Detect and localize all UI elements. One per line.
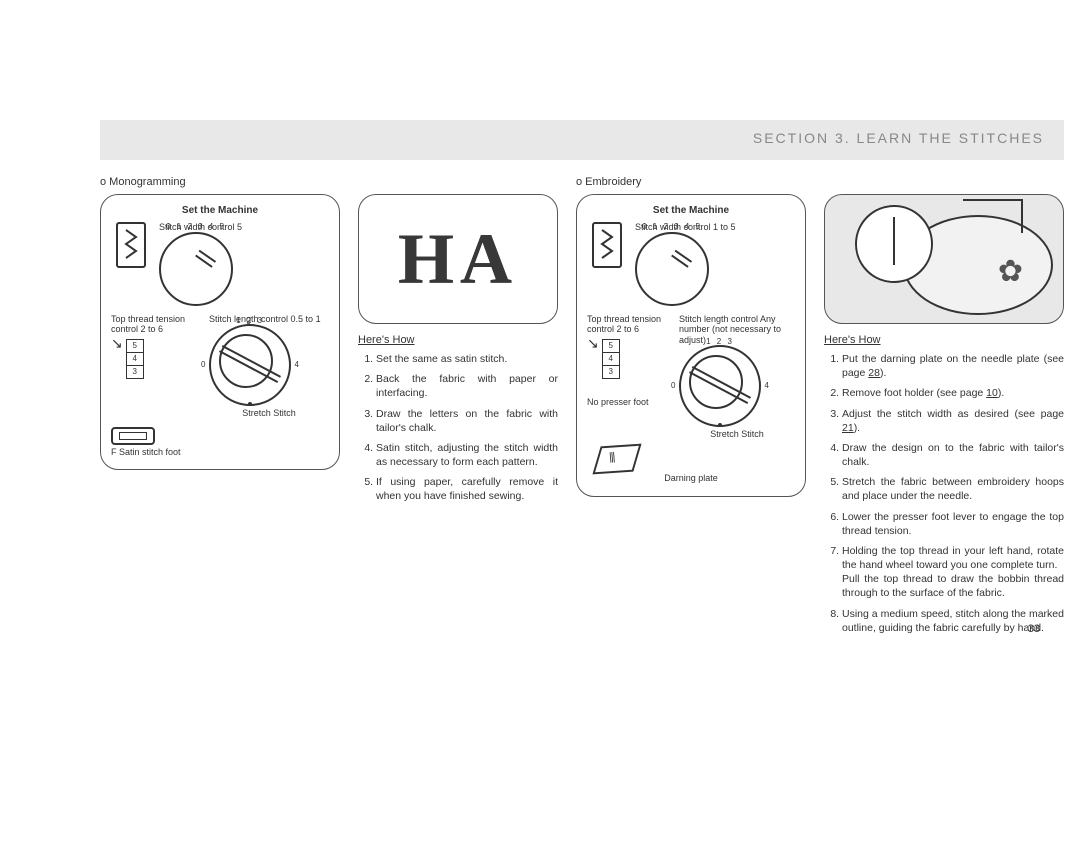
emb-step: Draw the design on to the fabric with ta… xyxy=(842,441,1064,469)
mono-settings-panel: Set the Machine Stitch width control 5 0… xyxy=(100,194,340,470)
mono-foot-label: F Satin stitch foot xyxy=(111,447,329,457)
mono-step: If using paper, carefully remove it when… xyxy=(376,475,558,503)
mono-length-label: Stitch length control 0.5 to 1 xyxy=(209,314,329,324)
ha-letters: HA xyxy=(398,218,518,301)
emb-step: Put the darning plate on the needle plat… xyxy=(842,352,1064,380)
col-emb-panel: o Embroidery Set the Machine Stitch widt… xyxy=(576,176,806,641)
header-band: SECTION 3. LEARN THE STITCHES xyxy=(100,120,1064,160)
darning-plate-icon xyxy=(592,444,641,475)
needle-detail-icon xyxy=(855,205,933,283)
pointer-icon: ↘ xyxy=(587,339,599,347)
tension-scale-icon: 543 xyxy=(602,339,620,379)
emb-step: Lower the presser foot lever to engage t… xyxy=(842,510,1064,538)
emb-label: o Embroidery xyxy=(576,176,806,188)
col-mono-panel: o Monogramming Set the Machine Stitch wi… xyxy=(100,176,340,641)
emb-step: Stretch the fabric between embroidery ho… xyxy=(842,475,1064,503)
mono-tension-label: Top thread tension control 2 to 6 xyxy=(111,314,201,335)
mono-stretch-label: Stretch Stitch xyxy=(209,408,329,418)
emb-length-label: Stitch length control Any number (not ne… xyxy=(679,314,795,345)
mono-step: Satin stitch, adjusting the stitch width… xyxy=(376,441,558,469)
col-emb-howto: ✿ Here's How Put the darning plate on th… xyxy=(824,176,1064,641)
stitch-width-dial: 0 1 2 3 4 5 xyxy=(159,232,233,306)
dial-zero: 0 xyxy=(671,381,675,391)
stitch-length-dial: 1 2 3 0 4 xyxy=(679,345,761,427)
emb-settings-panel: Set the Machine Stitch width control 1 t… xyxy=(576,194,806,497)
emb-stretch-label: Stretch Stitch xyxy=(679,429,795,439)
tension-scale-icon: 543 xyxy=(126,339,144,379)
emb-panel-title: Set the Machine xyxy=(587,205,795,218)
page-number: 33 xyxy=(1028,623,1040,635)
satin-foot-icon xyxy=(111,427,155,445)
mono-label: o Monogramming xyxy=(100,176,340,188)
mono-panel-title: Set the Machine xyxy=(111,205,329,218)
emb-step: Holding the top thread in your left hand… xyxy=(842,544,1064,601)
monogram-illustration: HA xyxy=(358,194,558,324)
emb-width-ticks: 0 1 2 3 4 5 xyxy=(642,222,702,232)
embroidery-illustration: ✿ xyxy=(824,194,1064,324)
zigzag-icon xyxy=(592,222,622,268)
stitch-length-dial: 1 2 3 0 4 xyxy=(209,324,291,406)
emb-darning-label: Darning plate xyxy=(587,473,795,483)
mono-steps: Set the same as satin stitch. Back the f… xyxy=(358,352,558,504)
emb-nopresser-label: No presser foot xyxy=(587,397,671,407)
mono-width-ticks: 0 1 2 3 4 5 xyxy=(166,222,226,232)
emb-step: Remove foot holder (see page 10). xyxy=(842,386,1064,400)
mono-step: Set the same as satin stitch. xyxy=(376,352,558,366)
page: SECTION 3. LEARN THE STITCHES o Monogram… xyxy=(100,120,1064,641)
emb-hereshow-title: Here's How xyxy=(824,334,1064,346)
content-row: o Monogramming Set the Machine Stitch wi… xyxy=(100,160,1064,641)
emb-steps: Put the darning plate on the needle plat… xyxy=(824,352,1064,635)
emb-step: Adjust the stitch width as desired (see … xyxy=(842,407,1064,435)
pointer-icon: ↘ xyxy=(111,339,123,347)
section-title: SECTION 3. LEARN THE STITCHES xyxy=(753,130,1044,146)
dial-four: 4 xyxy=(295,360,299,370)
mono-step: Back the fabric with paper or interfacin… xyxy=(376,372,558,400)
mono-length-ticks: 1 2 3 xyxy=(236,316,264,326)
flower-icon: ✿ xyxy=(998,254,1023,289)
dial-zero: 0 xyxy=(201,360,205,370)
col-mono-howto: HA Here's How Set the same as satin stit… xyxy=(358,176,558,641)
presser-icon xyxy=(963,199,1023,233)
dial-four: 4 xyxy=(765,381,769,391)
emb-length-ticks: 1 2 3 xyxy=(706,337,734,347)
zigzag-icon xyxy=(116,222,146,268)
stitch-width-dial: 0 1 2 3 4 5 xyxy=(635,232,709,306)
emb-tension-label: Top thread tension control 2 to 6 xyxy=(587,314,671,335)
mono-step: Draw the letters on the fabric with tail… xyxy=(376,407,558,435)
mono-hereshow-title: Here's How xyxy=(358,334,558,346)
